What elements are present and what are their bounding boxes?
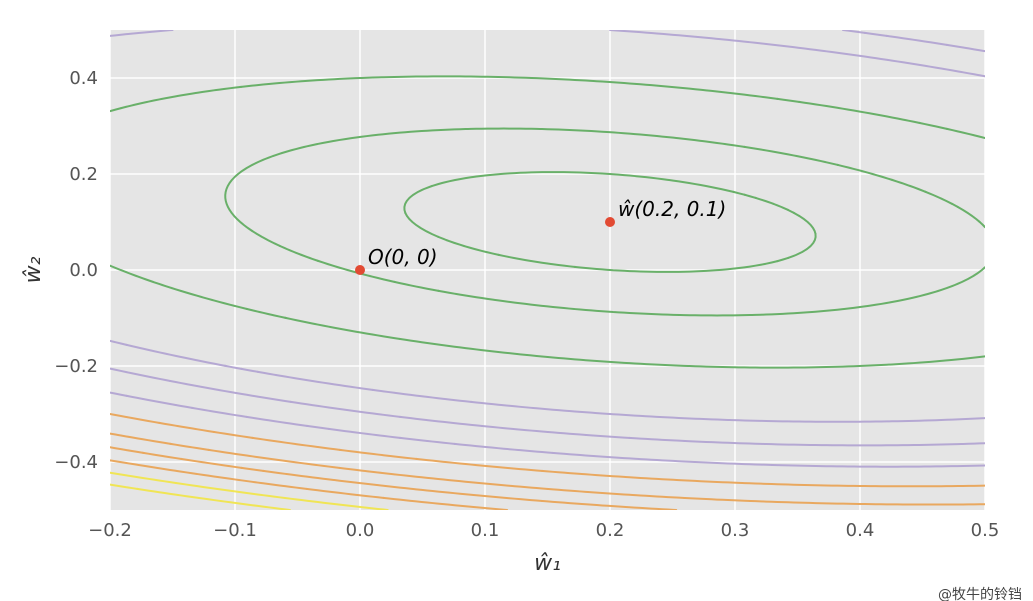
y-tick-label: 0.4 <box>69 68 98 89</box>
x-tick-label: 0.5 <box>971 520 1000 541</box>
origin-point-label: O(0, 0) <box>368 245 438 269</box>
x-tick-label: 0.3 <box>721 520 750 541</box>
x-tick-label: 0.2 <box>596 520 625 541</box>
x-tick-label: 0.0 <box>346 520 375 541</box>
x-axis-label: ŵ₁ <box>534 551 561 576</box>
x-tick-label: 0.4 <box>846 520 875 541</box>
w-hat-point-label: ŵ(0.2, 0.1) <box>618 197 726 221</box>
origin-point <box>355 265 365 275</box>
x-tick-label: 0.1 <box>471 520 500 541</box>
watermark-text: @牧牛的铃铛 <box>938 584 1022 601</box>
y-tick-label: −0.4 <box>54 452 98 473</box>
y-tick-label: −0.2 <box>54 356 98 377</box>
x-tick-label: −0.1 <box>213 520 257 541</box>
x-tick-label: −0.2 <box>88 520 132 541</box>
contour-chart: O(0, 0) ŵ(0.2, 0.1) −0.2 −0.1 0.0 0.1 0.2 0.3 0.… <box>0 0 1033 601</box>
chart-container: O(0, 0) ŵ(0.2, 0.1) −0.2 −0.1 0.0 0.1 0.2 0.3 0.… <box>0 0 1033 601</box>
y-tick-label: 0.2 <box>69 164 98 185</box>
y-tick-label: 0.0 <box>69 260 98 281</box>
y-axis-label: ŵ₂ <box>21 256 46 283</box>
w-hat-point <box>605 217 615 227</box>
